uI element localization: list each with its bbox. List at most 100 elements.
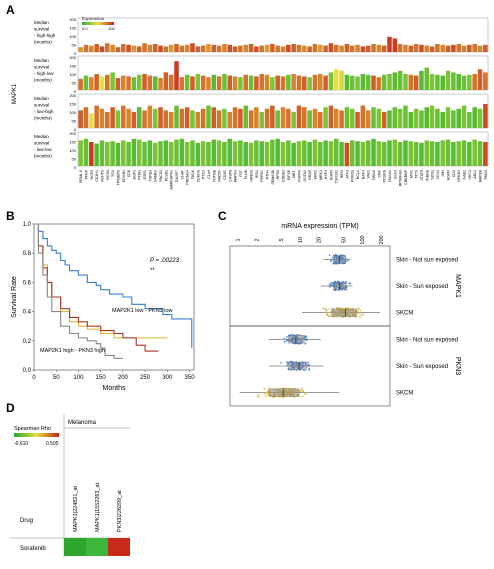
tissue-label: Skin - Not sun exposed — [396, 337, 458, 343]
y-tick-label: 50 — [72, 81, 77, 86]
box — [333, 281, 347, 291]
bar — [307, 77, 312, 90]
row-label: Median — [34, 96, 49, 101]
bar — [445, 45, 451, 52]
bar — [195, 46, 201, 52]
gene-label: IKBKB — [425, 169, 429, 180]
bar — [99, 76, 105, 90]
bar — [387, 140, 392, 166]
bar — [435, 108, 440, 128]
bar — [179, 138, 185, 166]
legend-swatch — [35, 433, 37, 437]
data-point — [325, 308, 327, 311]
column-label: PKN3|226299_at — [117, 490, 123, 532]
bar — [365, 45, 371, 52]
bar — [291, 142, 296, 166]
bar — [184, 74, 190, 90]
data-point — [359, 315, 361, 318]
bar — [168, 142, 174, 166]
bar — [355, 141, 360, 166]
bar — [461, 105, 467, 128]
bar — [78, 140, 83, 166]
bar — [264, 108, 270, 128]
bar — [184, 107, 190, 128]
bar — [451, 142, 456, 166]
row-label: survival — [34, 27, 49, 32]
gene-label: NGFR — [329, 170, 333, 181]
column-label: MAPK1|224821_at — [73, 485, 79, 532]
legend-swatch — [53, 433, 55, 437]
y-tick-label: 200 — [69, 17, 76, 22]
bar — [216, 76, 222, 90]
legend-swatch — [50, 433, 52, 437]
gene-label: TSG101 — [335, 170, 339, 183]
y-tick-label: 200 — [69, 131, 76, 136]
bar — [286, 140, 291, 166]
bar — [371, 75, 376, 90]
legend-swatch — [48, 433, 51, 437]
bar — [312, 108, 318, 128]
bar — [424, 140, 430, 166]
bar — [461, 45, 467, 52]
bar — [206, 44, 211, 52]
bar — [387, 74, 392, 90]
y-tick-label: 0.8 — [23, 251, 32, 257]
row-label: Median — [34, 58, 49, 63]
bar — [270, 139, 275, 166]
gene-label: RPS6 — [276, 170, 280, 179]
bar — [99, 108, 105, 128]
gene-label: ERK2 — [313, 170, 317, 179]
data-point — [329, 260, 332, 263]
gene-label: ELK3 — [393, 170, 397, 179]
bar — [222, 108, 227, 128]
bar — [211, 107, 217, 128]
bar — [307, 46, 312, 52]
x-tick-label: 50 — [341, 237, 347, 243]
gene-label: SHC1 — [468, 170, 472, 180]
y-tick-label: 100 — [69, 148, 76, 153]
bar — [227, 138, 233, 166]
legend-swatch — [102, 22, 105, 25]
group-frame — [229, 245, 391, 327]
gene-label: TBCK — [191, 169, 195, 179]
gene-label: BRAF — [308, 169, 312, 179]
bar — [328, 105, 334, 128]
gene-label: IER3 — [340, 170, 344, 178]
bar — [339, 110, 344, 128]
bar — [152, 76, 158, 90]
gene-label: MET — [292, 169, 296, 177]
x-tick-label: 250 — [140, 375, 151, 381]
box — [331, 308, 357, 317]
bar — [280, 142, 286, 166]
gene-label: PDGFB — [383, 169, 387, 182]
y-axis-label: Survival Rate — [11, 276, 18, 318]
bar — [318, 112, 323, 128]
data-point — [362, 313, 364, 316]
x-tick-label: 0 — [32, 375, 36, 381]
legend-title: Expression — [82, 16, 105, 21]
bar — [89, 77, 94, 90]
gene-label: CD44 — [436, 170, 440, 179]
legend-max-label: 0.505 — [46, 441, 59, 447]
column-label: MAPK1|1552263_at — [95, 482, 101, 532]
bar — [200, 108, 206, 128]
bar — [200, 141, 206, 166]
gene-label: SOS1 — [431, 170, 435, 180]
bar — [174, 44, 179, 52]
bar — [419, 110, 424, 128]
y-tick-label: 0 — [74, 51, 77, 56]
gene-label: GAB1 — [463, 170, 467, 180]
data-point — [322, 307, 325, 310]
data-point — [257, 395, 260, 398]
bar — [243, 44, 248, 52]
legend-swatch — [83, 22, 86, 25]
x-tick-label: 50 — [53, 375, 60, 381]
bar — [168, 112, 174, 128]
legend-swatch — [32, 433, 34, 437]
bar — [302, 45, 307, 52]
data-point — [265, 392, 268, 395]
bar — [312, 139, 318, 166]
bar — [110, 44, 115, 52]
y-tick-label: 100 — [69, 110, 76, 115]
